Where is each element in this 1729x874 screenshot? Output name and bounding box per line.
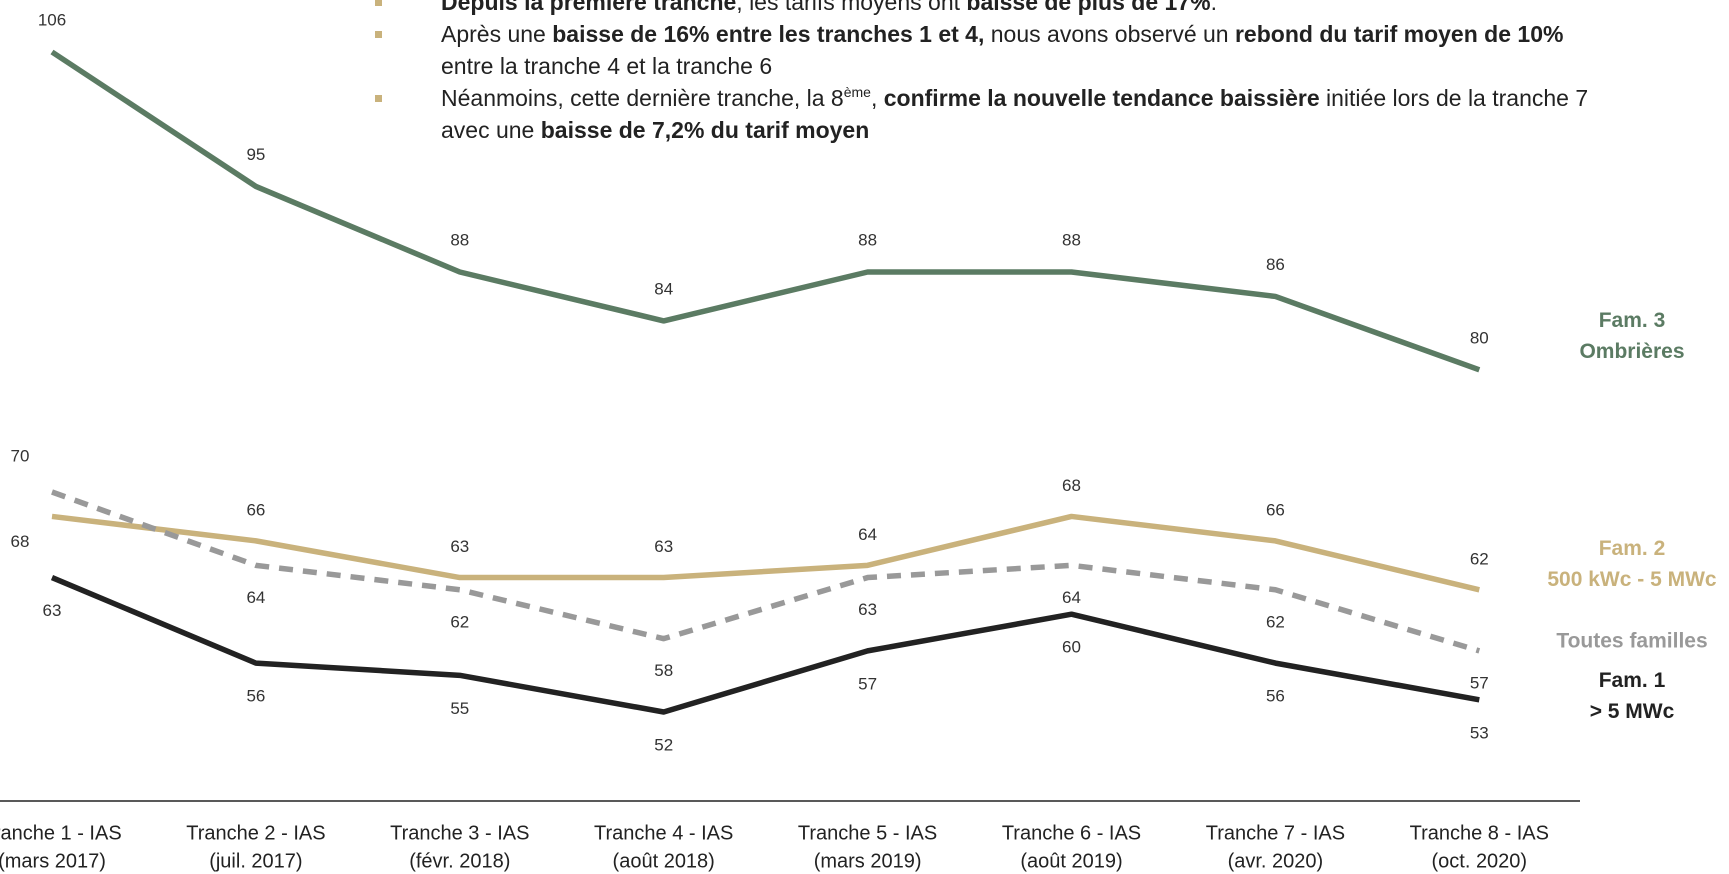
series-line (51, 489, 1481, 654)
note-text: rebond du tarif moyen de 10% (1234, 21, 1564, 47)
legend-label: Fam. 1 (1599, 669, 1666, 692)
data-label: 62 (1470, 549, 1489, 568)
data-label: 64 (858, 525, 877, 544)
series-line (50, 49, 1481, 373)
note-text: Néanmoins, cette dernière tranche, la 8 (441, 85, 844, 111)
data-label: 60 (1062, 638, 1081, 657)
data-label: 66 (1266, 500, 1285, 519)
legend-label: Ombrières (1579, 340, 1684, 363)
data-label: 63 (858, 600, 877, 619)
data-label: 63 (43, 601, 62, 620)
series-line (50, 575, 1480, 715)
data-label: 62 (450, 612, 469, 631)
note: Après une baisse de 16% entre les tranch… (375, 18, 1591, 82)
notes: Depuis la première tranche, les tarifs m… (375, 0, 1591, 146)
x-tick-label: (févr. 2018) (409, 850, 510, 872)
data-label: 63 (450, 537, 469, 556)
x-tick-label: Tranche 1 - IAS (0, 822, 122, 844)
x-tick-label: (juil. 2017) (209, 850, 302, 872)
data-label: 52 (654, 735, 673, 754)
note-text: confirme la nouvelle tendance baissière (883, 85, 1320, 111)
note-text: baisse de plus de 17% (966, 0, 1211, 15)
data-label: 70 (11, 446, 30, 465)
data-label: 56 (246, 687, 265, 706)
x-tick-label: (août 2018) (613, 850, 715, 872)
note-text: , les tarifs moyens ont (736, 0, 967, 15)
data-label: 88 (858, 230, 877, 249)
data-label: 80 (1470, 328, 1489, 347)
data-label: 66 (246, 500, 265, 519)
note-text: ème (843, 84, 871, 100)
data-label: 64 (246, 588, 265, 607)
x-tick-label: Tranche 7 - IAS (1206, 822, 1345, 844)
x-tick-label: (mars 2017) (0, 850, 106, 872)
data-label: 62 (1266, 612, 1285, 631)
data-label: 63 (654, 537, 673, 556)
x-tick-label: (avr. 2020) (1228, 850, 1324, 872)
data-label: 68 (11, 532, 30, 551)
data-label: 57 (858, 674, 877, 693)
x-tick-label: Tranche 6 - IAS (1002, 822, 1141, 844)
x-tick-label: Tranche 3 - IAS (390, 822, 529, 844)
x-tick-label: Tranche 5 - IAS (798, 822, 937, 844)
note-text: . (1210, 0, 1217, 15)
note: Néanmoins, cette dernière tranche, la 8è… (375, 82, 1591, 146)
note-text: nous avons observé un (984, 21, 1235, 47)
data-label: 64 (1062, 588, 1081, 607)
data-label: 53 (1470, 723, 1489, 742)
data-label: 88 (450, 230, 469, 249)
data-label: 58 (654, 661, 673, 680)
note-text: entre la tranche 4 et la tranche 6 (441, 53, 773, 79)
data-label: 56 (1266, 687, 1285, 706)
legend-label: > 5 MWc (1590, 700, 1675, 723)
note-text: , (870, 85, 884, 111)
legend-label: Fam. 3 (1599, 309, 1666, 332)
note: Depuis la première tranche, les tarifs m… (375, 0, 1591, 18)
x-tick-label: (oct. 2020) (1431, 850, 1527, 872)
data-label: 106 (38, 10, 66, 29)
legend-label: Fam. 2 (1599, 537, 1666, 560)
x-tick-label: (mars 2019) (814, 850, 922, 872)
data-label: 55 (450, 699, 469, 718)
data-label: 88 (1062, 230, 1081, 249)
x-tick-label: Tranche 8 - IAS (1410, 822, 1549, 844)
data-label: 86 (1266, 255, 1285, 274)
note-text: baisse de 16% entre les tranches 1 et 4, (552, 21, 985, 47)
data-label: 95 (246, 145, 265, 164)
note-text: Après une (441, 21, 553, 47)
series-line (51, 513, 1480, 593)
note-text: initiée lors de la tranche 7 avec une (441, 85, 1589, 143)
note-text: Depuis la première tranche (441, 0, 737, 15)
x-tick-label: Tranche 2 - IAS (186, 822, 325, 844)
note-text: baisse de 7,2% du tarif moyen (540, 117, 870, 143)
data-label: 57 (1470, 673, 1489, 692)
x-tick-label: (août 2019) (1020, 850, 1122, 872)
data-label: 68 (1062, 476, 1081, 495)
legend-label: 500 kWc - 5 MWc (1547, 568, 1717, 591)
legend-label: Toutes familles (1556, 630, 1707, 653)
data-label: 84 (654, 279, 673, 298)
x-tick-label: Tranche 4 - IAS (594, 822, 733, 844)
